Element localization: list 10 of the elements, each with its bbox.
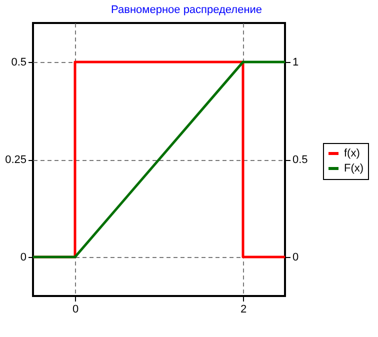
x-tick-label: 2 — [240, 304, 247, 316]
y2-tick-label: 0.5 — [292, 154, 308, 166]
legend-label: f(x) — [344, 148, 360, 160]
y2-tick-label: 0 — [292, 252, 299, 264]
y2-tick-label: 1 — [292, 56, 299, 68]
y-tick-label: 0.25 — [5, 154, 26, 166]
y-tick-label: 0.5 — [11, 56, 26, 68]
y-tick-label: 0 — [20, 252, 26, 264]
chart-title: Равномерное распределение — [111, 4, 262, 16]
legend-label: F(x) — [344, 162, 364, 174]
